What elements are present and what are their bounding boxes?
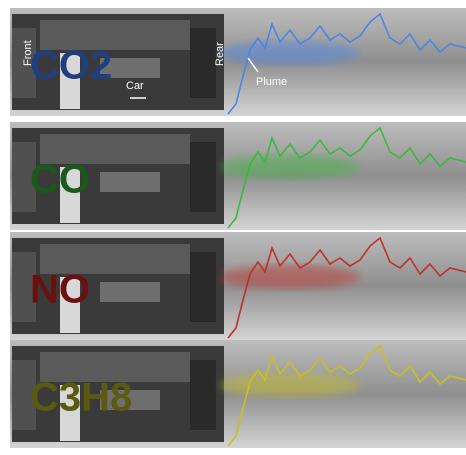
panel: CO [10,122,466,230]
plume [220,373,360,397]
plume-arrow [247,57,259,73]
plume-label: Plume [256,76,287,88]
plume [220,155,360,179]
plume [220,265,360,289]
gas-label: CO [30,158,90,202]
panel: C3H8 [10,340,466,448]
gas-label: C3H8 [30,376,132,420]
annotations: Front Rear Car Plume [22,40,287,99]
plume [220,41,360,65]
panel: NO [10,232,466,340]
panel: CO2 [10,8,466,116]
rear-label: Rear [214,42,226,66]
front-label: Front [22,40,34,66]
gas-label: CO2 [30,44,112,88]
car-label: Car [126,80,144,92]
gas-label: NO [30,268,90,312]
